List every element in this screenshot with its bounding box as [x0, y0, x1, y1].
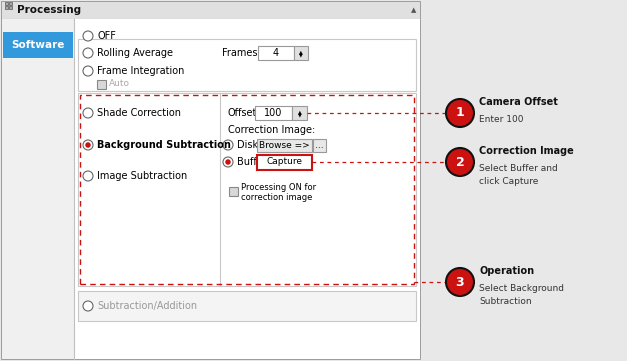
Text: Disk: Disk	[237, 140, 258, 150]
Text: Frame Integration: Frame Integration	[97, 66, 184, 76]
Text: Camera Offset: Camera Offset	[479, 97, 558, 107]
FancyBboxPatch shape	[5, 6, 8, 9]
Circle shape	[223, 157, 233, 167]
Text: correction image: correction image	[241, 192, 312, 201]
Text: Image Subtraction: Image Subtraction	[97, 171, 187, 181]
Text: ▼: ▼	[298, 112, 302, 117]
Text: Software: Software	[11, 40, 65, 50]
FancyBboxPatch shape	[78, 39, 416, 91]
FancyBboxPatch shape	[258, 46, 294, 60]
Circle shape	[85, 142, 91, 148]
Text: Background Subtraction: Background Subtraction	[97, 140, 231, 150]
Circle shape	[223, 140, 233, 150]
Circle shape	[83, 140, 93, 150]
Text: 4: 4	[273, 48, 278, 58]
Circle shape	[446, 148, 474, 176]
Circle shape	[83, 31, 93, 41]
Text: Rolling Average: Rolling Average	[97, 48, 173, 58]
Text: OFF: OFF	[97, 31, 116, 41]
Circle shape	[446, 99, 474, 127]
Text: Shade Correction: Shade Correction	[97, 108, 181, 118]
Text: Capture: Capture	[266, 157, 302, 166]
FancyBboxPatch shape	[9, 6, 12, 9]
FancyBboxPatch shape	[292, 106, 307, 120]
Circle shape	[83, 108, 93, 118]
Circle shape	[225, 159, 231, 165]
FancyBboxPatch shape	[75, 19, 420, 359]
Text: Correction Image: Correction Image	[479, 146, 574, 156]
Text: Auto: Auto	[109, 79, 130, 88]
Text: ▲: ▲	[299, 49, 303, 54]
Text: Processing ON for: Processing ON for	[241, 183, 316, 192]
FancyBboxPatch shape	[9, 2, 12, 5]
FancyBboxPatch shape	[257, 155, 312, 170]
Text: ▲: ▲	[411, 7, 417, 13]
Text: Select Buffer and
click Capture: Select Buffer and click Capture	[479, 164, 558, 186]
FancyBboxPatch shape	[2, 2, 420, 19]
Text: 2: 2	[456, 156, 465, 169]
Circle shape	[446, 268, 474, 296]
Text: ▲: ▲	[298, 109, 302, 114]
Circle shape	[83, 301, 93, 311]
FancyBboxPatch shape	[294, 46, 308, 60]
Text: 100: 100	[264, 108, 282, 118]
Text: Browse =>: Browse =>	[259, 140, 310, 149]
Text: 3: 3	[456, 275, 465, 288]
FancyBboxPatch shape	[2, 2, 420, 359]
Text: Processing: Processing	[17, 5, 81, 15]
FancyBboxPatch shape	[2, 19, 420, 359]
FancyBboxPatch shape	[5, 2, 8, 5]
FancyBboxPatch shape	[255, 106, 292, 120]
Circle shape	[83, 171, 93, 181]
FancyBboxPatch shape	[228, 187, 238, 196]
Text: Frames:: Frames:	[222, 48, 261, 58]
FancyBboxPatch shape	[78, 93, 416, 286]
Text: Offset:: Offset:	[228, 108, 261, 118]
Circle shape	[83, 66, 93, 76]
Text: Correction Image:: Correction Image:	[228, 125, 315, 135]
Text: Enter 100: Enter 100	[479, 115, 524, 124]
FancyBboxPatch shape	[78, 291, 416, 321]
FancyBboxPatch shape	[257, 139, 312, 152]
Text: Select Background
Subtraction: Select Background Subtraction	[479, 284, 564, 305]
FancyBboxPatch shape	[2, 19, 74, 359]
FancyBboxPatch shape	[313, 139, 326, 152]
Text: ▼: ▼	[299, 52, 303, 57]
Text: Operation: Operation	[479, 266, 534, 276]
Text: Buffer: Buffer	[237, 157, 266, 167]
FancyBboxPatch shape	[97, 79, 105, 88]
Circle shape	[83, 48, 93, 58]
Text: 1: 1	[456, 106, 465, 119]
FancyBboxPatch shape	[3, 32, 73, 58]
Text: Subtraction/Addition: Subtraction/Addition	[97, 301, 197, 311]
Text: ...: ...	[315, 140, 324, 149]
